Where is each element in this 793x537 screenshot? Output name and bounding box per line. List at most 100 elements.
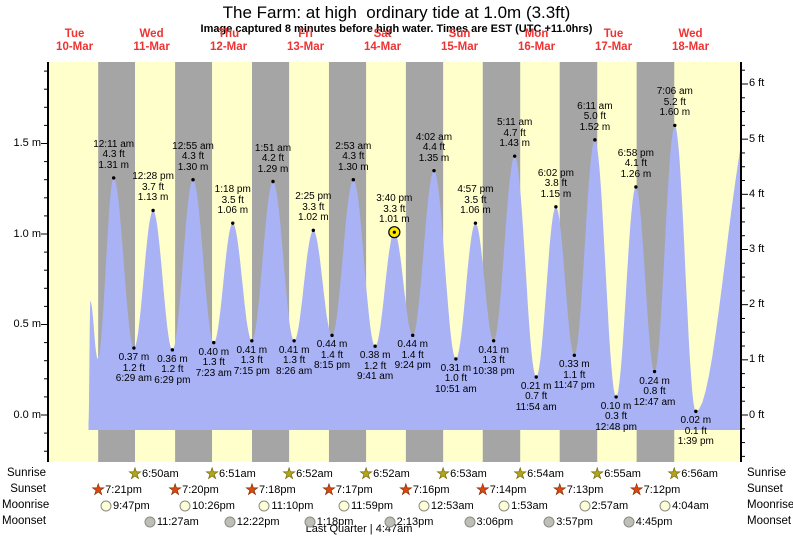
tide-label-line: 5:11 am [496, 117, 533, 129]
low-tide-label: 0.36 m 1.2 ft 6:29 pm [133, 353, 211, 387]
moonset-time: 4:45pm [635, 516, 673, 528]
high-tide-label: 12:28 pm 3.7 ft 1.13 m [114, 172, 192, 204]
moonset-circle-icon [224, 516, 236, 527]
sunset-star-icon: ★ [399, 481, 413, 498]
sunrise-time: 6:52am [373, 468, 410, 480]
moonrise-circle-icon [338, 500, 350, 511]
tide-label-line: 4.3 ft [342, 151, 365, 163]
sunrise-star-icon: ★ [205, 465, 219, 482]
moonset-time: 3:06pm [476, 516, 514, 528]
tide-label-line: 0.44 m [397, 339, 428, 351]
sunset-time: 7:12pm [643, 484, 681, 496]
tide-label-line: 3.3 ft [383, 203, 406, 215]
moonset-time: 3:57pm [556, 516, 593, 528]
tide-label-line: 0.36 m [157, 353, 188, 365]
sunset-star-icon: ★ [245, 481, 259, 498]
sunset-star-icon: ★ [168, 481, 182, 498]
tide-label-line: 1.30 m [338, 161, 369, 173]
tide-label-line: 1.26 m [620, 168, 652, 180]
sunrise-row-label-right: Sunrise [747, 467, 786, 479]
moonset-circle-icon [304, 516, 316, 527]
date-label: Thu 12-Mar [194, 28, 264, 54]
date-label: Sat 14-Mar [348, 28, 418, 54]
tide-label-line: 11:54 am [515, 401, 557, 413]
low-tide-label: 0.31 m 1.0 ft 10:51 am [417, 362, 495, 396]
y-axis-label-ft: 6 ft [749, 77, 765, 90]
date-label-line: 13-Mar [287, 41, 325, 53]
y-axis-label-ft: 2 ft [749, 298, 765, 311]
tide-label-line: 3.5 ft [464, 194, 487, 206]
low-tide-label: 0.21 m 0.7 ft 11:54 am [497, 380, 575, 414]
tide-label-line: 1.13 m [137, 192, 169, 204]
tide-label-line: 1.3 ft [240, 355, 263, 367]
high-tide-dot [634, 185, 638, 189]
high-tide-label: 2:53 am 4.3 ft 1.30 m [314, 140, 392, 174]
tide-label-line: 0.8 ft [643, 386, 666, 398]
tide-label-line: 12:47 am [633, 396, 676, 408]
tide-label-line: 5.0 ft [583, 111, 606, 123]
low-tide-dot [572, 353, 577, 357]
tide-label-line: 1.3 ft [482, 355, 505, 367]
low-tide-dot [614, 395, 618, 399]
date-label: Wed 11-Mar [117, 28, 187, 54]
tide-label-line: 1.4 ft [320, 349, 344, 361]
tide-label-line: 3.7 ft [141, 181, 165, 193]
tide-label-line: 6:58 pm [617, 147, 654, 159]
tide-label-line: 0.02 m [680, 415, 712, 427]
y-axis-label-m: 1.5 m [13, 137, 41, 149]
moonset-row-label-right: Moonset [747, 515, 792, 527]
low-tide-label: 0.41 m 1.3 ft 8:26 am [255, 345, 333, 378]
low-tide-dot [212, 340, 216, 345]
tide-label-line: 1.52 m [579, 121, 611, 133]
high-tide-dot [554, 205, 558, 209]
tide-label-line: 1.06 m [217, 205, 249, 217]
moonrise-time: 1:53am [511, 500, 548, 512]
tide-label-line: 1.3 ft [283, 355, 306, 367]
chart-title: The Farm: at high ordinary tide at 1.0m … [222, 3, 571, 22]
date-label-line: 14-Mar [364, 41, 402, 53]
date-label-line: 12-Mar [210, 41, 248, 53]
date-label-line: Wed [139, 28, 164, 40]
sunset-time: 7:13pm [566, 484, 604, 496]
high-tide-label: 6:11 am 5.0 ft 1.52 m [556, 100, 634, 134]
date-label: Tue 10-Mar [40, 28, 110, 54]
tide-label-line: 0.41 m [478, 344, 509, 356]
sunrise-star-icon: ★ [590, 465, 604, 482]
moonrise-row-label-right: Moonrise [747, 499, 793, 511]
moonrise-time: 10:26pm [192, 500, 235, 512]
sunrise-star-icon: ★ [282, 465, 296, 482]
low-tide-label: 0.44 m 1.4 ft 8:15 pm [293, 340, 371, 372]
sunset-time: 7:21pm [105, 484, 142, 496]
high-tide-dot [473, 221, 478, 225]
tide-label-line: 0.21 m [520, 380, 552, 392]
sunrise-star-icon: ★ [436, 465, 450, 482]
tide-label-line: 0.37 m [118, 352, 150, 364]
moonset-circle-icon [384, 516, 396, 527]
tide-label-line: 1.35 m [418, 152, 450, 164]
moonset-time: 12:22pm [236, 516, 280, 528]
tide-label-line: 1.29 m [257, 163, 289, 175]
sunset-time: 7:16pm [412, 484, 450, 496]
low-tide-dot [411, 333, 415, 338]
moonset-time: 2:13pm [396, 516, 434, 528]
y-axis-label-m: 0.5 m [13, 318, 41, 330]
tide-label-line: 0.44 m [316, 339, 348, 351]
tide-label-line: 1.2 ft [122, 362, 145, 374]
sunset-star-icon: ★ [476, 481, 490, 498]
high-tide-label: 12:55 am 4.3 ft 1.30 m [154, 141, 232, 174]
sunset-time: 7:14pm [489, 484, 527, 496]
date-label: Fri 13-Mar [271, 28, 341, 54]
tide-label-line: 1.06 m [460, 205, 491, 217]
tide-label-line: 1.30 m [177, 161, 209, 173]
tide-label-line: 0.33 m [559, 359, 590, 371]
moonrise-time: 4:04am [672, 500, 709, 512]
tide-label-line: 2:53 am [335, 140, 372, 152]
tide-label-line: 1.01 m [379, 214, 410, 226]
tide-label-line: 11:47 pm [553, 380, 595, 392]
tide-label-line: 0.31 m [440, 362, 472, 374]
sunrise-star-icon: ★ [513, 465, 527, 482]
tide-label-line: 6:11 am [577, 100, 613, 112]
tide-label-line: 1.43 m [499, 138, 530, 150]
